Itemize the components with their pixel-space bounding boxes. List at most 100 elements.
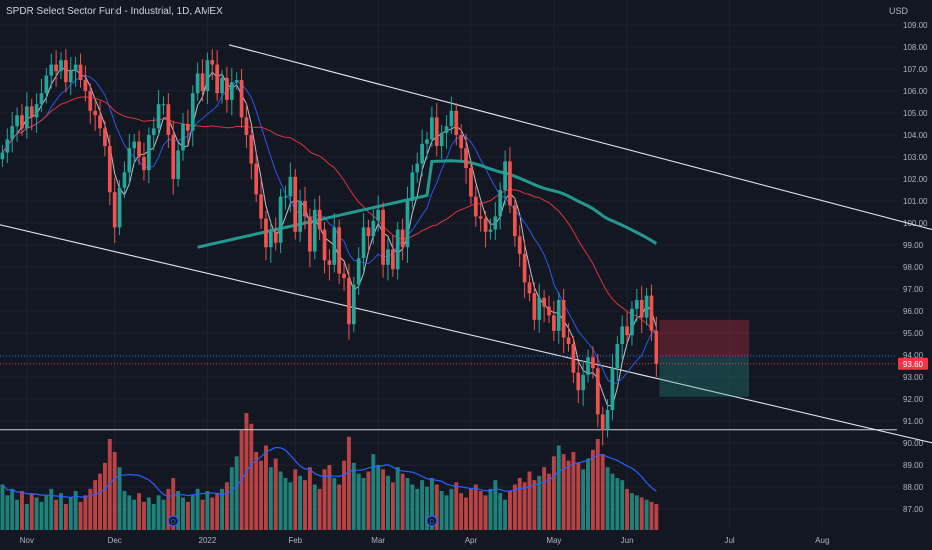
candle <box>308 216 312 252</box>
volume-bar <box>298 475 303 530</box>
volume-bar <box>49 488 54 530</box>
candle <box>576 372 581 391</box>
dividend-marker-icon <box>167 515 179 527</box>
y-tick-label: 95.00 <box>903 329 924 338</box>
candle <box>161 104 166 106</box>
candle <box>415 163 420 173</box>
candle <box>488 229 493 232</box>
volume-bar <box>259 460 264 530</box>
candle <box>561 300 566 338</box>
volume-bar <box>127 495 132 530</box>
candle <box>483 218 488 232</box>
volume-bar <box>29 493 34 530</box>
candle <box>386 249 390 265</box>
volume-bar <box>190 495 195 530</box>
candle <box>54 64 58 72</box>
candle <box>49 64 54 76</box>
volume-bar <box>346 436 351 530</box>
volume-bar <box>181 497 185 530</box>
volume-bar <box>107 439 112 530</box>
volume-bar <box>561 454 566 530</box>
volume-bar <box>508 491 512 530</box>
volume-bar <box>210 497 215 530</box>
candle <box>181 124 185 151</box>
candle <box>137 141 141 157</box>
volume-bar <box>434 484 439 530</box>
y-tick-label: 87.00 <box>903 505 924 514</box>
candle <box>469 168 473 197</box>
volume-bar <box>376 465 381 530</box>
volume-bar <box>542 467 547 530</box>
volume-bar <box>171 478 176 530</box>
candle <box>503 161 507 190</box>
candle <box>107 146 112 193</box>
candle <box>73 64 78 72</box>
volume-bar <box>195 488 200 530</box>
candle <box>142 157 146 171</box>
ma-line-ma-slow <box>2 96 657 335</box>
candle <box>512 205 517 237</box>
volume-bar <box>395 467 400 530</box>
x-tick-label: Jun <box>621 536 634 545</box>
y-tick-label: 100.00 <box>903 219 928 228</box>
volume-bar <box>468 488 473 530</box>
candle <box>122 172 127 188</box>
volume-bar <box>473 484 478 530</box>
candle <box>112 192 117 228</box>
trendline-lower-channel <box>0 224 932 444</box>
candle <box>117 187 122 228</box>
candle <box>273 231 278 243</box>
candle <box>312 209 317 252</box>
volume-bar <box>5 495 10 530</box>
candle <box>532 293 537 320</box>
volume-bar <box>351 462 356 530</box>
volume-bar <box>420 480 425 530</box>
volume-bar <box>249 423 254 530</box>
candle <box>649 295 654 331</box>
candle <box>459 135 464 149</box>
volume-bar <box>400 473 405 530</box>
volume-bar <box>142 501 146 530</box>
candle <box>425 139 429 144</box>
volume-bar <box>503 499 508 530</box>
volume-bar <box>649 501 654 530</box>
candle <box>454 110 459 135</box>
volume-bar <box>98 473 102 530</box>
volume-bar <box>205 491 210 530</box>
volume-bar <box>229 467 234 530</box>
volume-bar <box>586 458 590 530</box>
volume-bar <box>268 467 273 530</box>
volume-bar <box>488 488 493 530</box>
volume-bar <box>571 452 576 530</box>
candle <box>146 135 151 171</box>
candle <box>654 330 659 364</box>
candle <box>225 77 229 100</box>
volume-bar <box>122 491 127 530</box>
volume-bar <box>332 478 337 530</box>
volume-bar <box>337 484 342 530</box>
stop-zone <box>659 319 749 358</box>
y-tick-label: 105.00 <box>903 109 928 118</box>
volume-bar <box>415 488 420 530</box>
candle <box>351 284 356 325</box>
candle <box>68 71 73 83</box>
candle <box>166 104 171 135</box>
candle <box>376 209 381 221</box>
y-tick-label: 89.00 <box>903 461 924 470</box>
candle <box>239 80 244 118</box>
volume-bar <box>342 460 346 530</box>
volume-bar <box>371 454 376 530</box>
candle <box>10 126 15 140</box>
x-tick-label: Dec <box>108 536 122 545</box>
candle <box>566 337 571 344</box>
x-tick-label: Nov <box>20 536 34 545</box>
candle <box>317 209 322 230</box>
candle <box>625 326 629 336</box>
candle <box>59 60 63 72</box>
candle <box>5 139 10 153</box>
candle <box>639 300 644 318</box>
currency-label: USD <box>888 6 908 16</box>
volume-bar <box>439 491 444 530</box>
candle <box>527 282 532 294</box>
